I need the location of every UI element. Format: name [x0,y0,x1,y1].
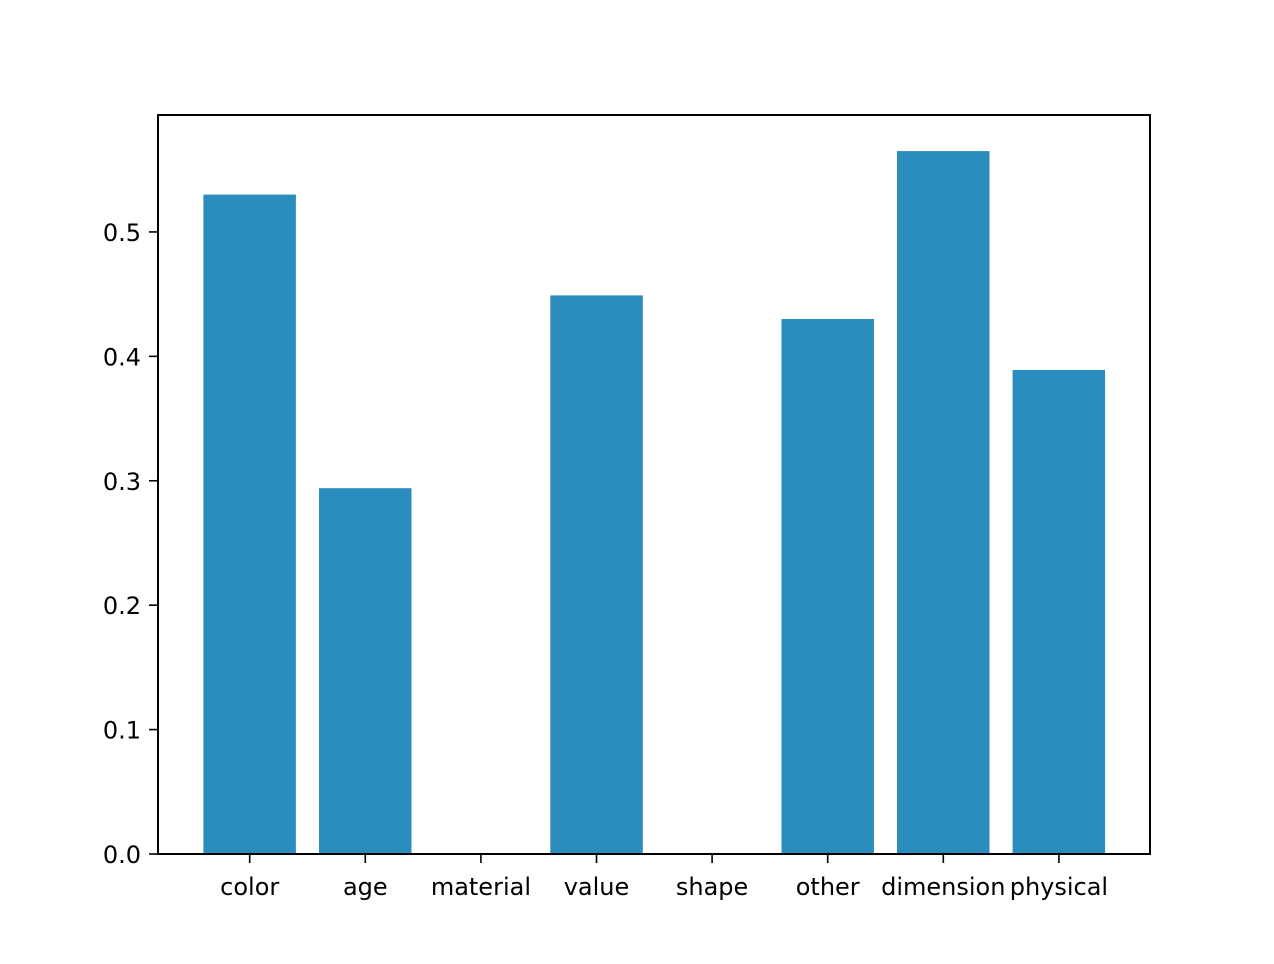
bar-other [781,319,874,854]
x-tick-label: shape [676,873,748,901]
x-axis: color age material value shape other dimension… [220,854,1108,901]
y-tick-label: 0.2 [103,592,141,620]
bar-dimension [897,151,990,855]
y-tick-label: 0.1 [103,717,141,745]
y-tick-label: 0.0 [103,841,141,869]
y-tick-label: 0.3 [103,468,141,496]
x-tick-label: dimension [881,873,1005,901]
y-tick-label: 0.5 [103,219,141,247]
bar-value [550,295,643,854]
bars-layer [203,151,1106,855]
bar-age [319,488,412,854]
x-tick-label: physical [1010,873,1108,901]
bar-color [203,194,296,855]
y-tick-label: 0.4 [103,343,141,371]
bar-physical [1012,370,1106,854]
x-tick-label: value [564,873,630,901]
x-tick-label: material [431,873,531,901]
x-tick-label: color [220,873,279,901]
x-tick-label: other [796,873,860,901]
y-axis: 0.0 0.1 0.2 0.3 0.4 0.5 [103,219,158,869]
x-tick-label: age [343,873,388,901]
plot-frame [157,114,1151,855]
